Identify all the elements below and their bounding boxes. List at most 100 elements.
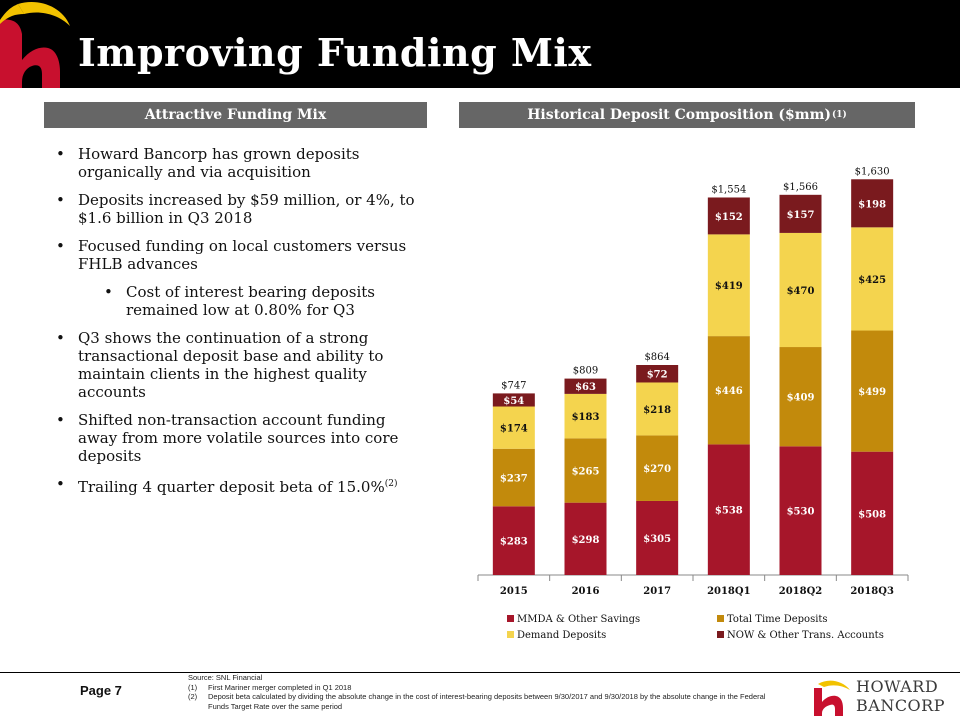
x-tick-label: 2015 (500, 586, 528, 597)
footnotes: Source: SNL Financial (1) First Mariner … (188, 673, 778, 711)
x-tick-label: 2016 (572, 586, 600, 597)
data-label: $157 (787, 210, 815, 221)
x-tick-label: 2018Q3 (850, 586, 894, 597)
bar-segment (636, 365, 679, 383)
data-label: $265 (572, 466, 600, 477)
legend-swatch (507, 615, 514, 622)
data-label: $237 (500, 474, 528, 485)
total-label: $864 (644, 352, 669, 363)
bar-segment (564, 378, 607, 394)
footer-divider (0, 672, 960, 673)
data-label: $283 (500, 537, 528, 548)
left-panel-heading-text: Attractive Funding Mix (144, 107, 327, 123)
bullet-item: Howard Bancorp has grown deposits organi… (56, 145, 426, 181)
footnote-1: (1) First Mariner merger completed in Q1… (188, 683, 778, 693)
bar-segment (707, 234, 750, 337)
title-bar: Improving Funding Mix (0, 0, 960, 88)
howard-logo-icon (0, 2, 70, 88)
bar-segment (564, 438, 607, 503)
footnote-1-text: First Mariner merger completed in Q1 201… (208, 682, 352, 692)
data-label: $152 (715, 212, 743, 223)
legend-swatch (717, 631, 724, 638)
bullet-text: Q3 shows the continuation of a strong tr… (78, 329, 384, 401)
brand-name-line1: HOWARD (856, 677, 939, 696)
brand-name-line2: BANCORP (856, 696, 945, 715)
bar-segment (851, 179, 894, 228)
bar-segment (779, 232, 822, 348)
right-panel-heading-sup: (1) (832, 110, 847, 120)
bullet-list: Howard Bancorp has grown deposits organi… (56, 145, 426, 506)
brand-mark-icon (814, 680, 850, 716)
data-label: $470 (787, 286, 815, 297)
chart-svg: $283 $237 $174 $54 $747 2015 $298 $265 $183 $63 $8… (477, 166, 909, 641)
data-label: $446 (715, 386, 743, 397)
data-label: $218 (643, 405, 671, 416)
data-label: $425 (858, 275, 886, 286)
data-label: $270 (643, 464, 671, 475)
data-label: $72 (647, 370, 668, 381)
legend-label: NOW & Other Trans. Accounts (727, 630, 884, 641)
bullet-item: Shifted non-transaction account funding … (56, 411, 426, 465)
bar-segment (636, 435, 679, 501)
bullet-footnote-ref: (2) (384, 479, 398, 489)
bar-segment (492, 393, 535, 407)
footnote-2-num: (2) (188, 692, 198, 701)
bar-segment (564, 502, 607, 575)
bar-segment (707, 336, 750, 445)
page-title: Improving Funding Mix (78, 30, 592, 75)
bullet-item: Cost of interest bearing deposits remain… (104, 283, 426, 319)
x-tick-label: 2017 (643, 586, 671, 597)
data-label: $530 (787, 507, 815, 518)
legend-swatch (507, 631, 514, 638)
bar-segment (851, 451, 894, 575)
data-label: $409 (787, 393, 815, 404)
bullet-item: Q3 shows the continuation of a strong tr… (56, 329, 426, 401)
bar-segment (564, 393, 607, 439)
bullet-text: Howard Bancorp has grown deposits organi… (78, 145, 360, 181)
x-tick-label: 2018Q2 (779, 586, 823, 597)
data-label: $174 (500, 424, 528, 435)
bar-segment (851, 330, 894, 452)
bullet-text: Trailing 4 quarter deposit beta of 15.0% (78, 478, 385, 496)
data-label: $508 (858, 509, 886, 520)
right-panel-heading: Historical Deposit Composition ($mm) (1) (459, 102, 915, 128)
data-label: $183 (572, 412, 600, 423)
legend-label: MMDA & Other Savings (517, 614, 640, 625)
bullet-text: Deposits increased by $59 million, or 4%… (78, 191, 415, 227)
bar-segment (492, 448, 535, 507)
footnote-2: (2) Deposit beta calculated by dividing … (188, 692, 778, 711)
data-label: $305 (643, 534, 671, 545)
data-label: $63 (575, 382, 596, 393)
bar-segment (492, 506, 535, 575)
data-label: $499 (858, 387, 886, 398)
bar-segment (636, 382, 679, 436)
bar-segment (779, 347, 822, 447)
bullet-text: Shifted non-transaction account funding … (78, 411, 399, 465)
data-label: $198 (858, 199, 886, 210)
bullet-item: Focused funding on local customers versu… (56, 237, 426, 273)
bar-segment (707, 197, 750, 235)
bullet-item: Trailing 4 quarter deposit beta of 15.0%… (56, 475, 426, 496)
total-label: $809 (573, 366, 598, 377)
bar-segment (851, 227, 894, 331)
brand-name: HOWARD BANCORP (856, 677, 945, 715)
footnote-2-text: Deposit beta calculated by dividing the … (208, 692, 766, 711)
data-label: $298 (572, 535, 600, 546)
source-note: Source: SNL Financial (188, 673, 263, 682)
bar-segment (779, 446, 822, 575)
left-panel-heading: Attractive Funding Mix (44, 102, 427, 128)
legend-swatch (717, 615, 724, 622)
bullet-item: Deposits increased by $59 million, or 4%… (56, 191, 426, 227)
bar-segment (707, 444, 750, 575)
data-label: $538 (715, 506, 743, 517)
bar-segment (779, 194, 822, 233)
total-label: $1,566 (783, 182, 818, 193)
bar-segment (636, 500, 679, 575)
legend-label: Demand Deposits (517, 630, 606, 641)
bar-segment (492, 406, 535, 449)
deposit-composition-chart: $283 $237 $174 $54 $747 2015 $298 $265 $183 $63 $8… (459, 135, 915, 655)
data-label: $419 (715, 281, 743, 292)
total-label: $747 (501, 380, 526, 391)
page-number: Page 7 (80, 683, 122, 698)
right-panel-heading-text: Historical Deposit Composition ($mm) (527, 107, 832, 123)
